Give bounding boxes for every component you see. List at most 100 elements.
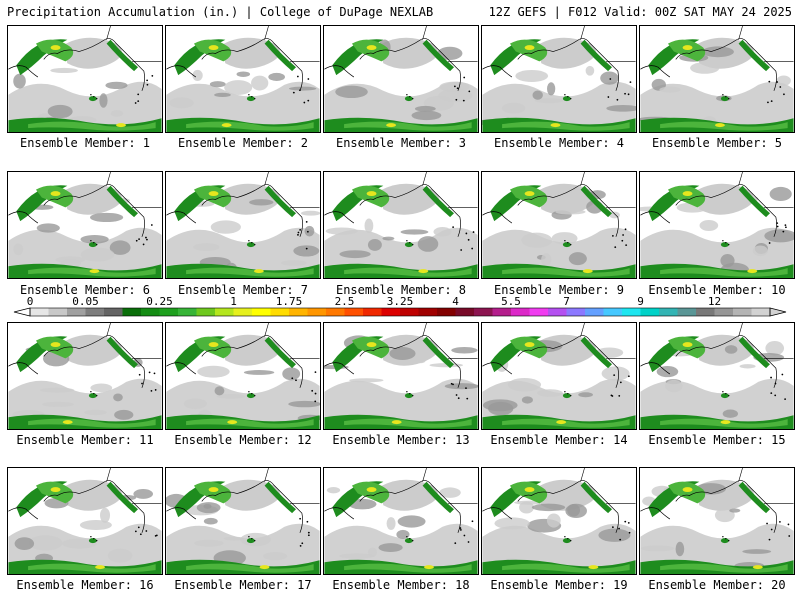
precipitation-map	[8, 172, 162, 278]
colorbar-tick-label: 0.25	[146, 296, 173, 308]
precipitation-map	[482, 468, 636, 574]
precipitation-map	[166, 323, 320, 429]
map-title: Precipitation Accumulation (in.) | Colle…	[7, 5, 434, 19]
colorbar-swatch	[344, 308, 364, 316]
ensemble-member-map	[323, 25, 479, 133]
colorbar-swatch	[603, 308, 623, 316]
ensemble-member-map	[639, 467, 795, 575]
precipitation-map	[482, 172, 636, 278]
ensemble-member-label: Ensemble Member: 15	[648, 433, 786, 447]
colorbar-tick-label: 12	[708, 296, 721, 308]
ensemble-member-map	[165, 322, 321, 430]
ensemble-member-label: Ensemble Member: 16	[16, 578, 154, 592]
precipitation-map	[640, 26, 794, 132]
colorbar-left-arrow	[13, 307, 31, 317]
colorbar-swatch	[677, 308, 697, 316]
ensemble-member-map	[165, 467, 321, 575]
colorbar-swatch	[85, 308, 105, 316]
precipitation-map	[324, 26, 478, 132]
ensemble-member-map	[7, 322, 163, 430]
ensemble-member-map	[323, 322, 479, 430]
colorbar-tick-label: 2.5	[335, 296, 355, 308]
ensemble-member-map	[639, 171, 795, 279]
colorbar-tick-label: 5.5	[501, 296, 521, 308]
precipitation-map	[8, 323, 162, 429]
colorbar-swatch	[659, 308, 678, 316]
ensemble-member-label: Ensemble Member: 8	[335, 283, 467, 297]
ensemble-member-label: Ensemble Member: 7	[177, 283, 309, 297]
ensemble-member-map	[323, 171, 479, 279]
colorbar-swatch	[511, 308, 530, 316]
precipitation-colorbar: 0 0.05 0.25 1 1.75 2.5 3.25 4 5.5 7 9 12	[13, 296, 787, 317]
colorbar-swatch	[492, 308, 512, 316]
colorbar-tick-label: 3.25	[387, 296, 414, 308]
precipitation-map	[324, 468, 478, 574]
colorbar-right-arrow	[769, 307, 787, 317]
colorbar-swatch	[252, 308, 271, 316]
colorbar-swatch	[307, 308, 327, 316]
colorbar-swatch	[585, 308, 604, 316]
colorbar-swatch	[437, 308, 456, 316]
precipitation-map	[324, 172, 478, 278]
colorbar-swatch	[141, 308, 160, 316]
colorbar-swatch	[326, 308, 345, 316]
colorbar-swatch	[696, 308, 715, 316]
precipitation-map	[640, 172, 794, 278]
colorbar-swatch	[418, 308, 438, 316]
ensemble-member-map	[481, 25, 637, 133]
precipitation-map	[640, 468, 794, 574]
ensemble-member-label: Ensemble Member: 3	[335, 136, 467, 150]
colorbar-swatch	[122, 308, 142, 316]
precipitation-map	[482, 323, 636, 429]
colorbar-tick-label: 0.05	[72, 296, 99, 308]
colorbar-swatch	[566, 308, 586, 316]
colorbar-swatch	[178, 308, 197, 316]
colorbar-swatch	[548, 308, 567, 316]
colorbar-swatch	[270, 308, 290, 316]
colorbar-swatch	[474, 308, 493, 316]
run-valid-time: 12Z GEFS | F012 Valid: 00Z SAT MAY 24 20…	[488, 5, 792, 19]
colorbar-tick-label: 9	[637, 296, 644, 308]
ensemble-member-map	[481, 467, 637, 575]
colorbar-swatch	[67, 308, 86, 316]
colorbar-tick-label: 0	[27, 296, 34, 308]
colorbar-swatch	[714, 308, 734, 316]
ensemble-member-label: Ensemble Member: 18	[332, 578, 470, 592]
ensemble-member-map	[639, 322, 795, 430]
precipitation-map	[166, 172, 320, 278]
colorbar-tick-label: 1.75	[276, 296, 303, 308]
colorbar-swatch	[751, 308, 771, 316]
colorbar-swatch	[104, 308, 123, 316]
ensemble-member-label: Ensemble Member: 6	[19, 283, 151, 297]
ensemble-member-map	[7, 25, 163, 133]
colorbar-swatch	[48, 308, 68, 316]
precipitation-map	[482, 26, 636, 132]
ensemble-member-map	[323, 467, 479, 575]
colorbar-tick-label: 7	[563, 296, 570, 308]
ensemble-member-label: Ensemble Member: 2	[177, 136, 309, 150]
ensemble-member-label: Ensemble Member: 1	[19, 136, 151, 150]
colorbar-tick-label: 1	[230, 296, 237, 308]
colorbar-tick-label: 4	[452, 296, 459, 308]
colorbar-swatch	[196, 308, 216, 316]
ensemble-member-label: Ensemble Member: 12	[174, 433, 312, 447]
ensemble-member-map	[481, 171, 637, 279]
colorbar-swatch	[30, 308, 49, 316]
ensemble-member-label: Ensemble Member: 5	[651, 136, 783, 150]
colorbar-swatch	[400, 308, 419, 316]
precipitation-map	[166, 468, 320, 574]
ensemble-member-label: Ensemble Member: 19	[490, 578, 628, 592]
colorbar-swatch	[640, 308, 660, 316]
ensemble-member-label: Ensemble Member: 11	[16, 433, 154, 447]
ensemble-member-map	[481, 322, 637, 430]
colorbar-swatch	[215, 308, 234, 316]
precipitation-map	[8, 468, 162, 574]
ensemble-member-map	[165, 171, 321, 279]
colorbar-swatch	[455, 308, 475, 316]
colorbar-swatch	[529, 308, 549, 316]
colorbar-swatch	[289, 308, 308, 316]
ensemble-member-label: Ensemble Member: 9	[493, 283, 625, 297]
ensemble-member-label: Ensemble Member: 10	[648, 283, 786, 297]
ensemble-member-map	[639, 25, 795, 133]
ensemble-member-label: Ensemble Member: 17	[174, 578, 312, 592]
